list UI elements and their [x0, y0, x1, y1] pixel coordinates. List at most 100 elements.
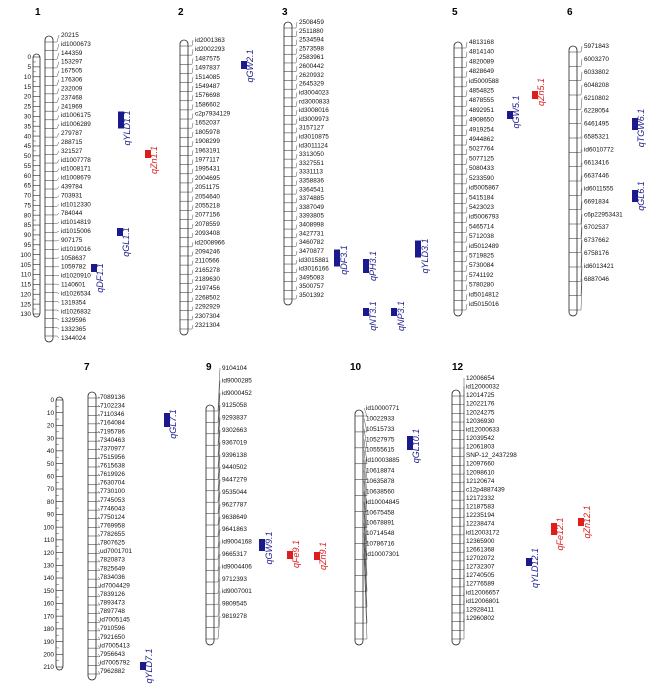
marker-connector: [96, 491, 101, 494]
marker-connector: [292, 83, 298, 90]
marker-label: 4919254: [469, 126, 494, 133]
marker-connector: [460, 600, 465, 622]
marker-connector: [577, 214, 583, 239]
marker-label: 10635878: [366, 478, 395, 485]
marker-label: 4854825: [469, 88, 494, 95]
marker-label: 2534594: [299, 37, 324, 44]
marker-connector: [462, 119, 468, 126]
marker-label: 784044: [61, 210, 83, 217]
marker-label: 1319354: [61, 299, 86, 306]
ruler-label: 170: [43, 613, 54, 620]
marker-label: 2508459: [299, 19, 324, 26]
chromosome-6: 6 5971843 6003270 6033802 6048208 6210802 6228…: [567, 7, 646, 317]
qtl-bar: [259, 539, 265, 551]
marker-label: 2004695: [195, 175, 220, 182]
marker-connector: [214, 504, 221, 537]
marker-label: id1020910: [61, 273, 91, 280]
marker-label: 7730100: [100, 488, 125, 495]
marker-connector: [188, 76, 194, 83]
marker-connector: [460, 480, 465, 501]
marker-label: ud7001701: [100, 548, 132, 555]
marker-connector: [96, 550, 101, 554]
marker-label: 907175: [61, 237, 83, 244]
marker-connector: [53, 204, 60, 207]
marker-label: id7005145: [100, 617, 130, 624]
marker-label: id12000633: [466, 426, 500, 433]
marker-label: 12172332: [466, 495, 495, 502]
marker-connector: [96, 585, 101, 588]
marker-label: id1006175: [61, 112, 91, 119]
ruler-label: 125: [20, 301, 31, 308]
marker-label: 9809545: [222, 601, 247, 608]
marker-label: 10515733: [366, 426, 395, 433]
marker-connector: [292, 21, 298, 29]
marker-label: 2307304: [195, 313, 220, 320]
marker-label: 7370977: [100, 445, 125, 452]
marker-label: 12661368: [466, 546, 495, 553]
marker-label: id10003885: [366, 457, 400, 464]
qtl-label: qYLD1.1: [122, 110, 132, 145]
marker-label: id2001363: [195, 37, 225, 44]
ruler-label: 180: [43, 626, 54, 633]
marker-label: 2620932: [299, 72, 324, 79]
marker-label: 9641863: [222, 526, 247, 533]
marker-connector: [577, 149, 583, 167]
marker-label: 9125058: [222, 402, 247, 409]
marker-connector: [188, 251, 194, 257]
marker-label: 7825649: [100, 565, 125, 572]
marker-connector: [214, 615, 221, 640]
ruler-label: 5: [27, 64, 31, 71]
marker-label: 2645329: [299, 81, 324, 88]
marker-label: 1329596: [61, 317, 86, 324]
marker-connector: [460, 429, 465, 449]
marker-connector: [292, 189, 298, 195]
marker-label: 6637446: [584, 172, 609, 179]
marker-label: 9396138: [222, 452, 247, 459]
ruler-label: 160: [43, 601, 54, 608]
ruler-label: 80: [24, 212, 32, 219]
marker-connector: [577, 227, 583, 253]
ruler-label: 30: [24, 114, 32, 121]
marker-connector: [460, 438, 465, 457]
marker-label: 6887046: [584, 276, 609, 283]
marker-label: 3313050: [299, 151, 324, 158]
marker-connector: [53, 132, 60, 138]
qtl-label: qDF3.1: [339, 245, 349, 275]
marker-connector: [53, 301, 60, 303]
qtl-bar: [526, 558, 532, 566]
marker-connector: [292, 118, 298, 125]
marker-label: 3331113: [299, 169, 323, 176]
qtl-bar: [632, 118, 638, 130]
marker-connector: [214, 591, 221, 617]
marker-connector: [577, 266, 583, 296]
qtl-bar: [363, 308, 369, 316]
marker-label: 2197456: [195, 285, 220, 292]
marker-label: 7110346: [100, 411, 125, 418]
marker-label: 7962882: [100, 668, 125, 675]
marker-connector: [214, 467, 221, 503]
marker-connector: [460, 463, 465, 483]
marker-label: 5077125: [469, 155, 494, 162]
marker-label: 2165278: [195, 267, 220, 274]
marker-connector: [462, 206, 468, 214]
marker-label: 2583961: [299, 54, 324, 61]
ruler-label: 70: [24, 193, 32, 200]
marker-connector: [462, 226, 468, 233]
marker-connector: [292, 277, 298, 282]
marker-label: id9000452: [222, 390, 252, 397]
marker-connector: [577, 162, 583, 182]
marker-connector: [292, 294, 298, 300]
marker-label: 9819278: [222, 613, 247, 620]
marker-connector: [96, 533, 101, 537]
marker-connector: [53, 52, 60, 60]
marker-connector: [96, 619, 101, 623]
chromosome-bar: [283, 21, 293, 306]
marker-connector: [96, 499, 101, 502]
marker-connector: [53, 309, 60, 312]
marker-connector: [577, 278, 583, 311]
marker-connector: [96, 645, 101, 649]
marker-label: 12187583: [466, 504, 495, 511]
qtl-bar: [334, 249, 340, 267]
qtl-bar: [578, 518, 584, 526]
